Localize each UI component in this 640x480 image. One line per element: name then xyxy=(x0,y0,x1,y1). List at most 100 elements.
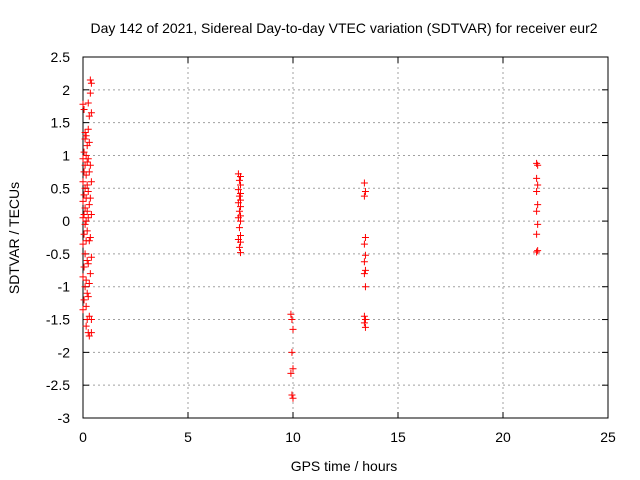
data-point xyxy=(361,266,369,274)
y-tick-label: 2 xyxy=(62,82,70,98)
data-point xyxy=(81,135,89,143)
data-point xyxy=(288,391,296,399)
data-point xyxy=(81,283,89,291)
data-point xyxy=(86,89,94,97)
data-point xyxy=(237,203,244,211)
data-point xyxy=(235,224,243,232)
data-point xyxy=(79,197,87,205)
data-point xyxy=(83,227,91,235)
data-point xyxy=(87,329,95,337)
data-point xyxy=(79,273,87,281)
data-point xyxy=(289,394,297,402)
data-point xyxy=(360,312,368,320)
data-point xyxy=(82,132,90,140)
data-point xyxy=(86,194,94,202)
data-point xyxy=(361,234,369,241)
grid xyxy=(83,57,608,418)
data-point xyxy=(87,178,95,186)
y-tick-label: 1 xyxy=(62,147,70,163)
data-point xyxy=(80,211,88,219)
data-point xyxy=(235,243,243,251)
data-point xyxy=(80,106,88,114)
data-point xyxy=(360,192,368,200)
data-points xyxy=(79,76,542,402)
x-tick-label: 25 xyxy=(600,429,616,445)
data-point xyxy=(79,306,87,314)
data-point xyxy=(86,270,94,278)
data-point xyxy=(82,171,90,179)
data-point xyxy=(234,186,242,194)
data-point xyxy=(533,248,541,256)
y-tick-label: 0 xyxy=(62,213,70,229)
y-tick-label: -2 xyxy=(58,344,71,360)
data-point xyxy=(83,207,91,215)
data-point xyxy=(361,323,369,331)
data-point xyxy=(87,79,95,87)
data-point xyxy=(83,181,91,189)
data-point xyxy=(287,369,295,377)
plot-frame xyxy=(82,56,609,419)
data-point xyxy=(361,188,369,196)
data-point xyxy=(360,319,368,327)
data-point xyxy=(534,161,542,169)
data-point xyxy=(533,230,541,238)
data-point xyxy=(83,256,91,264)
data-point xyxy=(86,234,94,241)
data-point xyxy=(533,174,541,182)
data-point xyxy=(84,155,92,163)
chart-title: Day 142 of 2021, Sidereal Day-to-day VTE… xyxy=(90,20,597,36)
data-point xyxy=(237,172,244,180)
data-point xyxy=(85,279,93,287)
data-point xyxy=(82,302,90,310)
data-point xyxy=(81,220,89,228)
axis-ticks: 0 5 10 15 20 25 -3 -2.5 -2 -1.5 -1 -0.5 0 0.5 1 1.5 2 2.5 xyxy=(46,49,616,445)
data-point xyxy=(361,283,369,291)
data-point xyxy=(87,316,95,324)
data-point xyxy=(86,161,94,169)
data-point xyxy=(237,217,244,225)
y-tick-label: -1 xyxy=(58,279,71,295)
data-point xyxy=(81,250,89,258)
data-point xyxy=(83,158,91,166)
data-point xyxy=(80,296,88,304)
data-point xyxy=(84,125,92,133)
data-point xyxy=(360,240,368,248)
data-point xyxy=(235,176,243,184)
x-tick-label: 10 xyxy=(285,429,301,445)
data-point xyxy=(288,316,296,324)
data-point xyxy=(360,270,368,278)
data-point xyxy=(534,181,542,189)
data-point xyxy=(361,251,369,259)
data-point xyxy=(82,276,90,284)
data-point xyxy=(87,253,95,261)
y-tick-label: 2.5 xyxy=(51,49,71,65)
y-tick-label: 0.5 xyxy=(51,180,71,196)
data-point xyxy=(79,178,87,186)
x-tick-label: 15 xyxy=(390,429,406,445)
data-point xyxy=(361,316,369,324)
data-point xyxy=(85,168,93,176)
data-point xyxy=(84,188,92,196)
data-point xyxy=(85,201,93,209)
x-axis-title: GPS time / hours xyxy=(291,458,398,474)
x-tick-label: 0 xyxy=(79,429,87,445)
data-point xyxy=(85,138,93,146)
data-point xyxy=(235,207,243,215)
data-point xyxy=(82,322,90,330)
data-point xyxy=(237,249,244,257)
data-point xyxy=(287,310,295,318)
data-point xyxy=(79,240,87,248)
data-point xyxy=(87,211,95,219)
y-tick-label: 1.5 xyxy=(51,115,71,131)
x-tick-label: 5 xyxy=(184,429,192,445)
y-tick-label: -1.5 xyxy=(46,312,70,328)
data-point xyxy=(533,188,541,196)
data-point xyxy=(87,109,95,117)
data-point xyxy=(234,199,242,207)
y-tick-label: -2.5 xyxy=(46,377,70,393)
data-point xyxy=(237,232,244,240)
data-point xyxy=(534,201,542,209)
data-point xyxy=(80,263,88,271)
data-point xyxy=(237,238,244,246)
